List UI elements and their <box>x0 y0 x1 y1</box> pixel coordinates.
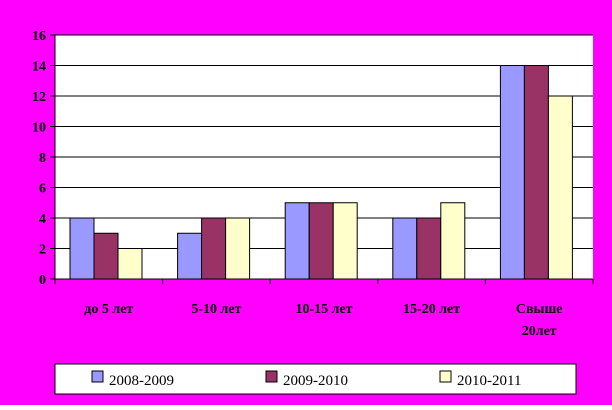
x-tick-label-line: 20лет <box>522 324 557 339</box>
y-tick-label: 16 <box>32 29 46 44</box>
bar <box>284 202 310 280</box>
bar <box>177 232 203 280</box>
bar <box>225 217 251 280</box>
y-tick-label: 8 <box>39 151 46 166</box>
x-tick-label-line: 10-15 лет <box>295 302 352 317</box>
legend-label: 2010-2011 <box>457 373 521 389</box>
x-tick-labels: до 5 лет 5-10 лет 10-15 лет 15-20 лет Свыше 2… <box>84 302 562 339</box>
legend-label: 2009-2010 <box>283 373 348 389</box>
y-tick-label: 12 <box>32 90 46 105</box>
bar <box>93 232 119 280</box>
bar <box>201 217 227 280</box>
legend-box <box>54 363 577 395</box>
x-tick-label: до 5 лет <box>84 302 133 317</box>
x-tick-label-line: Свыше <box>516 302 563 317</box>
bar <box>547 95 573 280</box>
y-tick-label: 14 <box>32 60 46 75</box>
axes-group <box>50 34 594 284</box>
bar <box>69 217 95 280</box>
x-tick-label: 10-15 лет <box>295 302 352 317</box>
legend-swatch <box>265 370 278 383</box>
y-tick-label: 2 <box>39 243 46 258</box>
y-tick-label: 4 <box>39 212 46 227</box>
x-tick-label: Свыше 20лет <box>516 302 563 339</box>
bar <box>440 202 466 280</box>
bars-group <box>69 65 573 280</box>
y-tick-labels: 0 2 4 6 8 10 12 14 16 <box>32 29 46 288</box>
x-tick-label-line: до 5 лет <box>84 302 133 317</box>
bar <box>499 65 525 280</box>
x-tick-label: 15-20 лет <box>403 302 460 317</box>
legend-swatch <box>91 370 104 383</box>
x-tick-label: 5-10 лет <box>191 302 241 317</box>
x-tick-label-line: 5-10 лет <box>191 302 241 317</box>
y-tick-label: 10 <box>32 121 46 136</box>
bar <box>523 65 549 280</box>
bar <box>416 217 442 280</box>
legend-swatch <box>439 370 452 383</box>
bar <box>332 202 358 280</box>
bar <box>117 248 143 280</box>
bar <box>392 217 418 280</box>
bar <box>308 202 334 280</box>
legend-label: 2008-2009 <box>109 373 174 389</box>
y-tick-label: 6 <box>39 182 46 197</box>
legend: 2008-2009 2009-2010 2010-2011 <box>54 363 577 395</box>
y-tick-label: 0 <box>39 273 46 288</box>
x-tick-label-line: 15-20 лет <box>403 302 460 317</box>
